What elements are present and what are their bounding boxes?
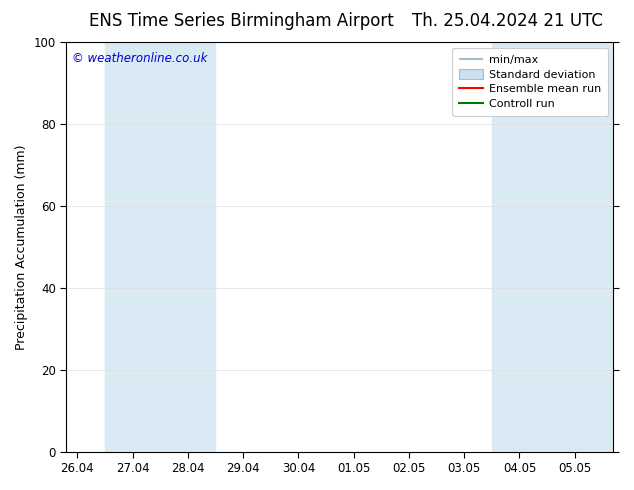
Text: ENS Time Series Birmingham Airport: ENS Time Series Birmingham Airport — [89, 12, 393, 30]
Text: Th. 25.04.2024 21 UTC: Th. 25.04.2024 21 UTC — [411, 12, 603, 30]
Bar — [547, 42, 614, 452]
Legend: min/max, Standard deviation, Ensemble mean run, Controll run: min/max, Standard deviation, Ensemble me… — [452, 48, 608, 116]
Bar — [160, 42, 216, 452]
Text: © weatheronline.co.uk: © weatheronline.co.uk — [72, 52, 207, 65]
Y-axis label: Precipitation Accumulation (mm): Precipitation Accumulation (mm) — [15, 144, 28, 349]
Bar — [105, 42, 160, 452]
Bar — [492, 42, 547, 452]
